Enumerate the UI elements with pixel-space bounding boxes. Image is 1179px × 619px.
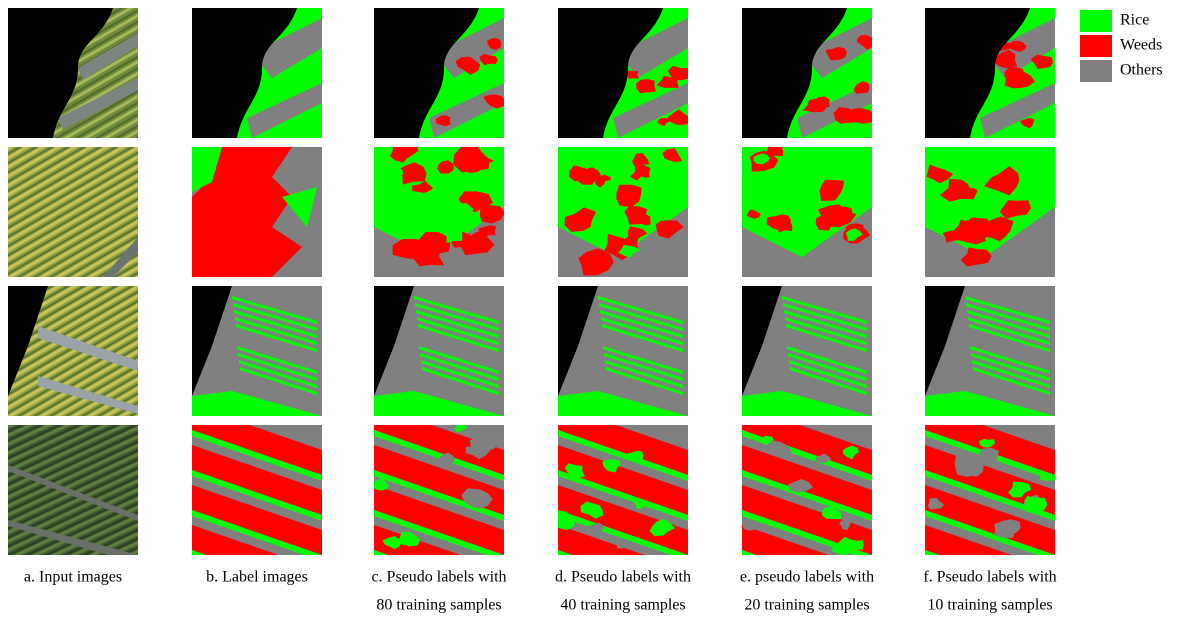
- legend-label: Rice: [1120, 12, 1149, 29]
- legend-label: Others: [1120, 62, 1163, 79]
- image-tile: [742, 8, 877, 138]
- tile-content: [558, 147, 688, 277]
- segment-blob: [1025, 496, 1048, 512]
- tile-content: [742, 144, 872, 277]
- column-caption: d. Pseudo labels with: [555, 569, 691, 586]
- image-tile: [8, 8, 138, 138]
- legend-swatch: [1080, 60, 1112, 82]
- image-tile: [925, 286, 1055, 416]
- column-caption: 20 training samples: [744, 597, 869, 614]
- image-tile: [374, 8, 505, 138]
- image-tile: [925, 147, 1055, 277]
- tile-content: [8, 147, 138, 277]
- image-tile: [742, 286, 872, 416]
- tile-content: [374, 8, 505, 138]
- figure: a. Input images b. Label images c. Pseudo …: [0, 0, 1179, 619]
- tile-content: [8, 8, 138, 138]
- image-tile: [8, 147, 138, 277]
- photo: [8, 147, 138, 277]
- column-caption: b. Label images: [206, 569, 308, 586]
- tile-content: [192, 147, 322, 277]
- column-caption: c. Pseudo labels with: [371, 569, 506, 586]
- tile-content: [374, 286, 504, 416]
- image-tile: [558, 147, 688, 277]
- column-caption: 40 training samples: [560, 597, 685, 614]
- tile-content: [192, 286, 322, 416]
- tile-content: [192, 8, 322, 138]
- image-tile: [8, 425, 138, 555]
- image-tile: [558, 286, 688, 416]
- image-tile: [192, 147, 322, 277]
- image-tile: [192, 8, 322, 138]
- column-caption: 10 training samples: [927, 597, 1052, 614]
- image-tile: [742, 144, 872, 277]
- image-tile: [8, 286, 138, 416]
- legend-swatch: [1080, 35, 1112, 57]
- tile-content: [8, 286, 138, 416]
- tile-content: [925, 286, 1055, 416]
- image-tile: [374, 144, 505, 277]
- image-tile: [558, 8, 692, 138]
- column-caption: e. pseudo labels with: [740, 569, 874, 586]
- tile-content: [925, 147, 1055, 277]
- tile-content: [742, 8, 877, 138]
- tile-content: [742, 286, 872, 416]
- image-tile: [925, 8, 1055, 138]
- tile-content: [8, 425, 138, 555]
- tile-content: [558, 8, 692, 138]
- tile-content: [558, 286, 688, 416]
- tile-content: [925, 8, 1055, 138]
- legend-label: Weeds: [1120, 37, 1162, 54]
- column-caption: a. Input images: [24, 569, 122, 586]
- tile-content: [374, 144, 505, 277]
- image-tile: [192, 286, 322, 416]
- segment-blob: [845, 539, 864, 549]
- image-tile: [374, 286, 504, 416]
- column-caption: f. Pseudo labels with: [923, 569, 1056, 586]
- column-caption: 80 training samples: [376, 597, 501, 614]
- segment-blob: [765, 144, 783, 156]
- legend-swatch: [1080, 10, 1112, 32]
